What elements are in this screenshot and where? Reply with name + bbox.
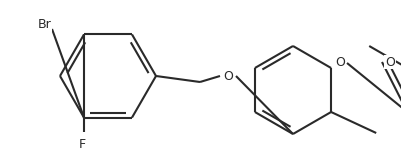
Text: O: O xyxy=(384,55,394,69)
Text: F: F xyxy=(78,138,85,151)
Text: O: O xyxy=(334,55,344,69)
Text: Br: Br xyxy=(38,19,52,31)
Text: O: O xyxy=(223,69,232,83)
